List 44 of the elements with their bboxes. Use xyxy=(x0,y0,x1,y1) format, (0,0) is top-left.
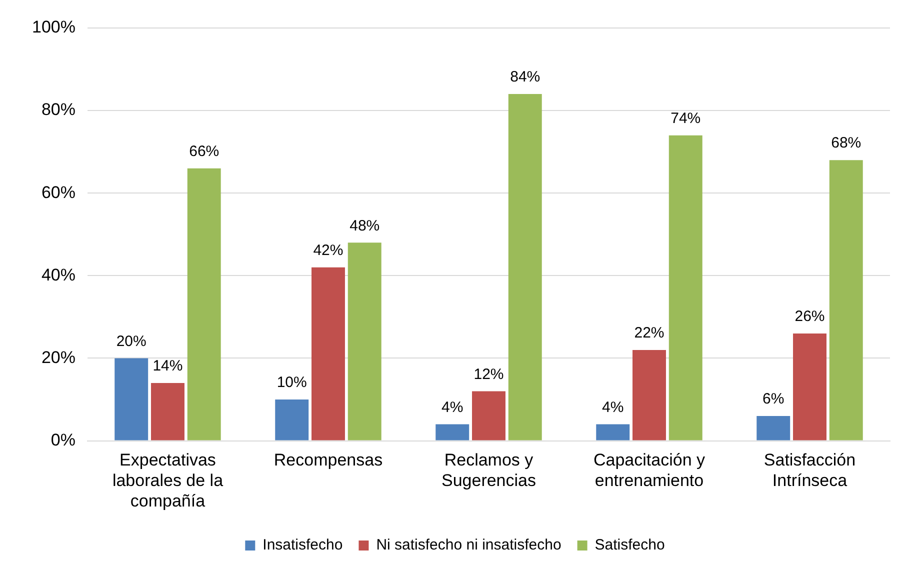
bar xyxy=(508,94,542,440)
data-label: 12% xyxy=(474,366,504,383)
data-label: 20% xyxy=(116,332,146,350)
data-label: 6% xyxy=(762,390,784,408)
y-tick-label: 20% xyxy=(41,348,76,367)
x-tick-label: Expectativas laborales de la compañía xyxy=(112,450,224,510)
bar xyxy=(596,424,630,440)
data-label: 10% xyxy=(276,374,307,392)
bar xyxy=(114,358,148,440)
legend-label: Insatisfecho xyxy=(262,536,343,554)
y-tick-label: 60% xyxy=(41,182,76,202)
bar xyxy=(436,424,470,440)
data-label: 26% xyxy=(794,308,825,326)
y-tick-label: 80% xyxy=(41,100,76,120)
legend-label: Ni satisfecho ni insatisfecho xyxy=(376,536,562,554)
x-tick-label: Satisfacción Intrínseca xyxy=(764,450,856,490)
data-label: 22% xyxy=(634,324,664,342)
bar xyxy=(829,160,863,440)
data-label: 4% xyxy=(602,398,624,416)
data-label: 4% xyxy=(442,398,464,416)
data-label: 48% xyxy=(350,217,380,234)
y-tick-label: 40% xyxy=(41,265,76,284)
data-label: 14% xyxy=(152,358,183,375)
data-label: 74% xyxy=(670,110,701,127)
bar xyxy=(312,267,345,440)
bar xyxy=(632,350,666,440)
bar xyxy=(150,383,184,440)
bar xyxy=(756,416,790,440)
data-label: 68% xyxy=(831,134,862,152)
x-tick-label: Capacitación y entrenamiento xyxy=(593,450,706,490)
y-tick-label: 100% xyxy=(32,18,76,37)
bar xyxy=(793,333,826,440)
bar xyxy=(348,242,382,440)
x-tick-label: Recompensas xyxy=(274,450,383,470)
legend-label: Satisfecho xyxy=(594,536,665,554)
data-label: 42% xyxy=(313,242,344,260)
data-label: 84% xyxy=(510,68,540,86)
bar xyxy=(275,400,309,440)
x-tick-label: Reclamos y Sugerencias xyxy=(441,450,536,490)
bar xyxy=(472,391,506,440)
y-tick-label: 0% xyxy=(50,430,76,450)
data-label: 66% xyxy=(189,142,220,160)
bar xyxy=(668,135,702,440)
bar xyxy=(187,168,221,440)
